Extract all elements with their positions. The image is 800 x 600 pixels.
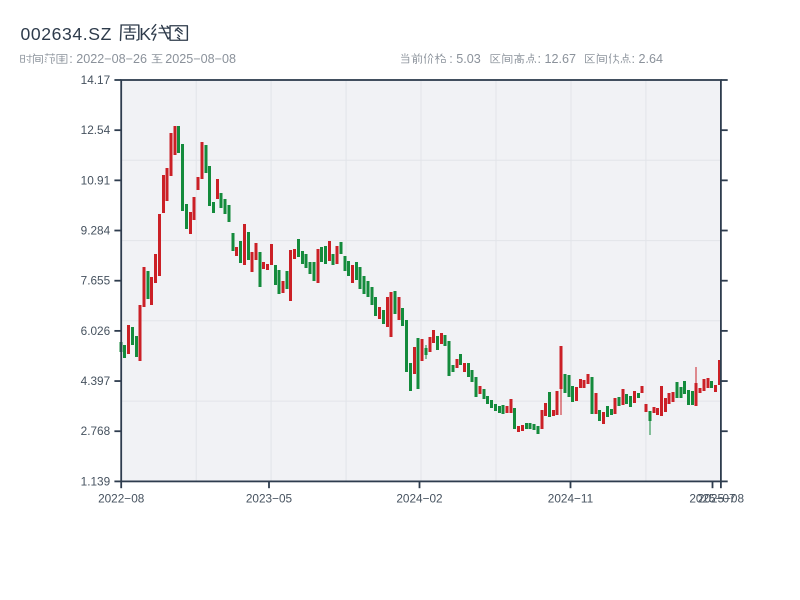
svg-text:: 2022−08−26: : 2022−08−26 (69, 52, 147, 66)
svg-text:002634.SZ: 002634.SZ (21, 24, 112, 44)
svg-text:2025−08: 2025−08 (698, 491, 745, 505)
svg-text:2025−07: 2025−07 (689, 491, 735, 505)
svg-text:2025−08−08: 2025−08−08 (165, 52, 236, 66)
svg-text:: 2.64: : 2.64 (632, 52, 664, 66)
svg-text:14.17: 14.17 (81, 73, 111, 87)
svg-text:2024−11: 2024−11 (548, 491, 593, 505)
svg-text:12.54: 12.54 (81, 123, 111, 137)
svg-text:2023−05: 2023−05 (246, 491, 293, 505)
svg-text:: 12.67: : 12.67 (538, 52, 577, 66)
svg-text:2022−08: 2022−08 (98, 491, 145, 505)
svg-text:4.397: 4.397 (81, 374, 111, 388)
svg-text:6.026: 6.026 (81, 324, 111, 338)
svg-text:2.768: 2.768 (81, 424, 111, 438)
svg-text:: 5.03: : 5.03 (449, 52, 481, 66)
svg-text:9.284: 9.284 (81, 224, 111, 238)
svg-text:1.139: 1.139 (81, 474, 111, 488)
svg-text:K: K (139, 24, 151, 44)
svg-text:2024−02: 2024−02 (396, 491, 442, 505)
svg-text:10.91: 10.91 (81, 173, 111, 187)
svg-text:7.655: 7.655 (81, 274, 111, 288)
